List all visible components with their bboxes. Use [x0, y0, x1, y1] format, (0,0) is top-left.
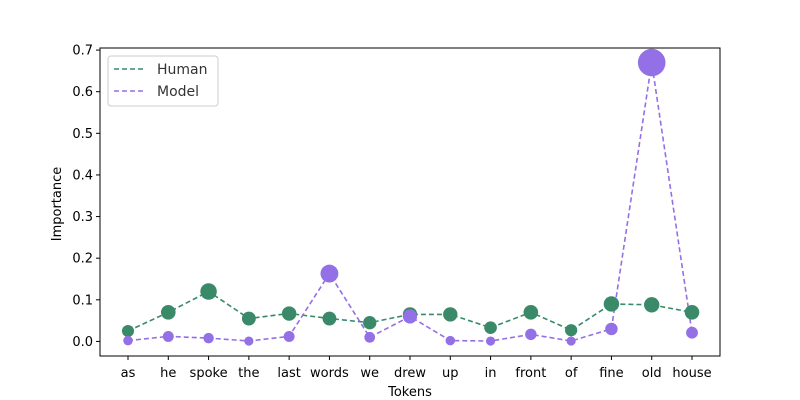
x-tick-label: fine	[599, 366, 623, 381]
data-point-human	[322, 311, 337, 326]
data-point-human	[160, 304, 176, 320]
data-point-human	[443, 307, 458, 322]
data-point-model	[605, 322, 618, 336]
data-point-human	[241, 311, 256, 326]
data-point-model	[123, 335, 133, 346]
x-tick-label: last	[277, 366, 300, 381]
data-point-model	[244, 336, 254, 346]
legend-label-model: Model	[157, 84, 199, 100]
x-tick-label: up	[442, 366, 459, 381]
y-axis-label: Importance	[50, 167, 65, 242]
x-tick-label: spoke	[190, 366, 228, 381]
y-tick-label: 0.7	[72, 44, 93, 59]
data-point-human	[281, 306, 297, 321]
data-point-model	[686, 326, 698, 339]
y-tick-label: 0.2	[72, 252, 93, 267]
data-point-model	[566, 336, 576, 346]
x-tick-label: as	[121, 366, 136, 381]
data-point-human	[363, 316, 377, 330]
data-point-model	[283, 330, 295, 342]
legend-box	[107, 55, 219, 107]
x-axis-ticks: as he spoke the last words we drew up in front of fi…	[121, 356, 712, 381]
data-point-human	[684, 304, 700, 320]
data-point-human	[484, 321, 497, 335]
data-point-model	[364, 331, 376, 343]
plot-area	[99, 47, 721, 357]
legend: Human Model	[107, 55, 219, 107]
y-tick-label: 0.5	[72, 127, 93, 142]
y-axis-ticks: 0.0 0.1 0.2 0.3 0.4 0.5 0.6 0.7	[72, 44, 100, 350]
data-point-human	[200, 283, 217, 300]
x-tick-label: house	[672, 366, 711, 381]
data-point-human	[121, 324, 135, 338]
x-tick-label: in	[485, 366, 497, 381]
data-point-model	[486, 336, 496, 346]
x-tick-label: the	[238, 366, 259, 381]
y-tick-label: 0.1	[72, 293, 93, 308]
x-tick-label: front	[515, 366, 546, 381]
x-axis-label: Tokens	[387, 385, 432, 400]
data-point-model	[445, 335, 456, 346]
x-tick-label: words	[310, 366, 349, 381]
data-point-model	[320, 264, 339, 283]
data-point-model	[162, 330, 174, 342]
y-tick-label: 0.0	[72, 335, 93, 350]
data-point-human	[603, 296, 620, 312]
data-point-model	[203, 332, 214, 344]
series-line-model	[127, 62, 693, 342]
y-tick-label: 0.6	[72, 85, 93, 100]
series-line-human	[127, 290, 693, 332]
x-tick-label: we	[360, 366, 379, 381]
y-tick-label: 0.4	[72, 168, 93, 183]
x-tick-label: old	[642, 366, 662, 381]
data-point-human	[523, 304, 539, 320]
x-tick-label: of	[565, 366, 578, 381]
y-tick-label: 0.3	[72, 210, 93, 225]
x-tick-label: he	[160, 366, 176, 381]
x-tick-label: drew	[394, 366, 426, 381]
data-point-model	[402, 309, 418, 324]
data-point-human	[565, 324, 578, 337]
data-point-model	[637, 48, 666, 77]
data-point-model	[525, 328, 537, 341]
data-point-human	[644, 297, 660, 313]
legend-label-human: Human	[157, 62, 208, 78]
